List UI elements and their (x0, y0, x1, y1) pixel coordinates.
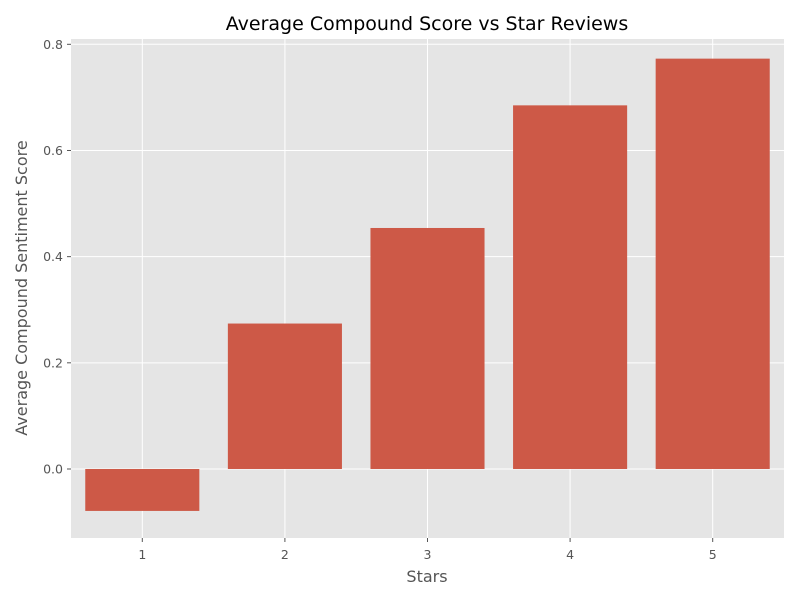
bars (85, 58, 770, 511)
y-axis-ticks: 0.0 0.2 0.4 0.6 0.8 (43, 37, 71, 476)
y-tick-label: 0.4 (43, 249, 63, 264)
x-tick-label: 5 (709, 547, 717, 562)
y-tick-label: 0.2 (43, 355, 63, 370)
x-axis-ticks: 1 2 3 4 5 (138, 538, 717, 562)
bar-1 (85, 468, 200, 511)
x-tick-label: 3 (424, 547, 432, 562)
x-tick-label: 2 (281, 547, 289, 562)
x-tick-label: 4 (566, 547, 574, 562)
y-tick-label: 0.6 (43, 143, 63, 158)
bar-4 (513, 105, 628, 469)
bar-5 (655, 58, 770, 469)
y-tick-label: 0.0 (43, 461, 63, 476)
bar-2 (227, 323, 342, 469)
x-axis-label: Stars (406, 567, 447, 586)
y-axis-label: Average Compound Sentiment Score (12, 140, 31, 435)
y-tick-label: 0.8 (43, 37, 63, 52)
chart-title: Average Compound Score vs Star Reviews (226, 13, 628, 35)
x-tick-label: 1 (138, 547, 146, 562)
bar-3 (370, 227, 485, 469)
